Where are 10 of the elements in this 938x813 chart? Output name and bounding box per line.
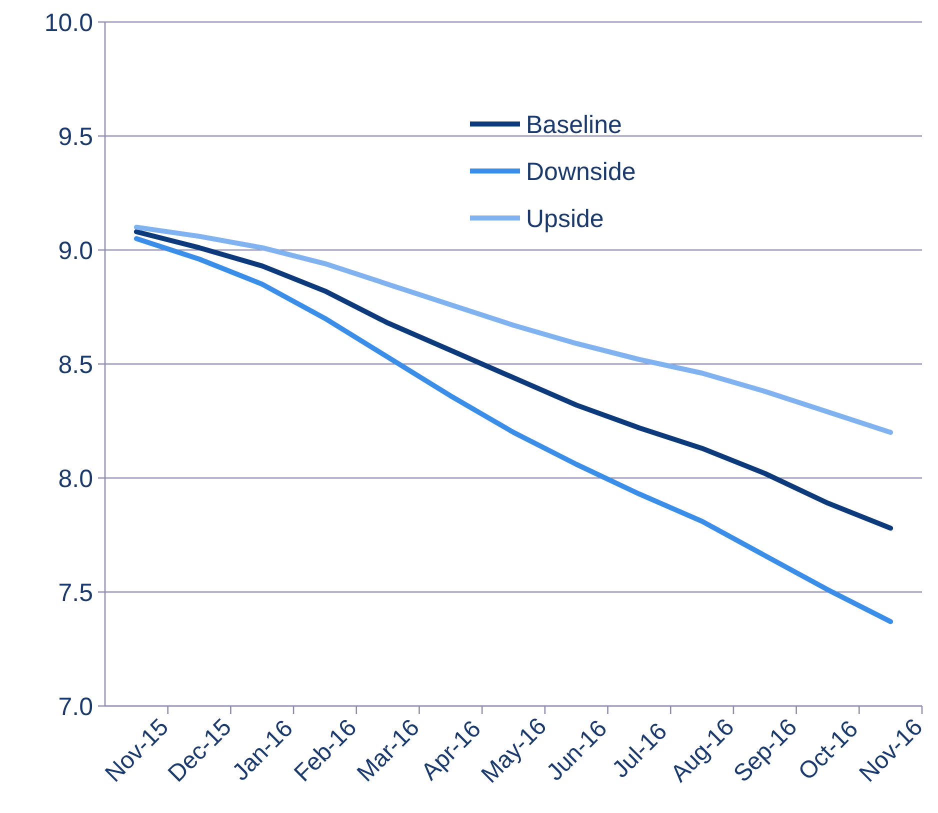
y-tick-label: 9.5: [58, 122, 93, 151]
y-tick-label: 8.0: [58, 464, 93, 493]
y-tick-label: 9.0: [58, 236, 93, 265]
y-tick-label: 10.0: [44, 8, 93, 37]
y-tick-label: 8.5: [58, 350, 93, 379]
y-tick-label: 7.0: [58, 692, 93, 721]
legend-label: Downside: [526, 158, 636, 186]
legend-label: Upside: [526, 204, 604, 233]
y-tick-label: 7.5: [58, 578, 93, 607]
legend-label: Baseline: [526, 110, 622, 139]
